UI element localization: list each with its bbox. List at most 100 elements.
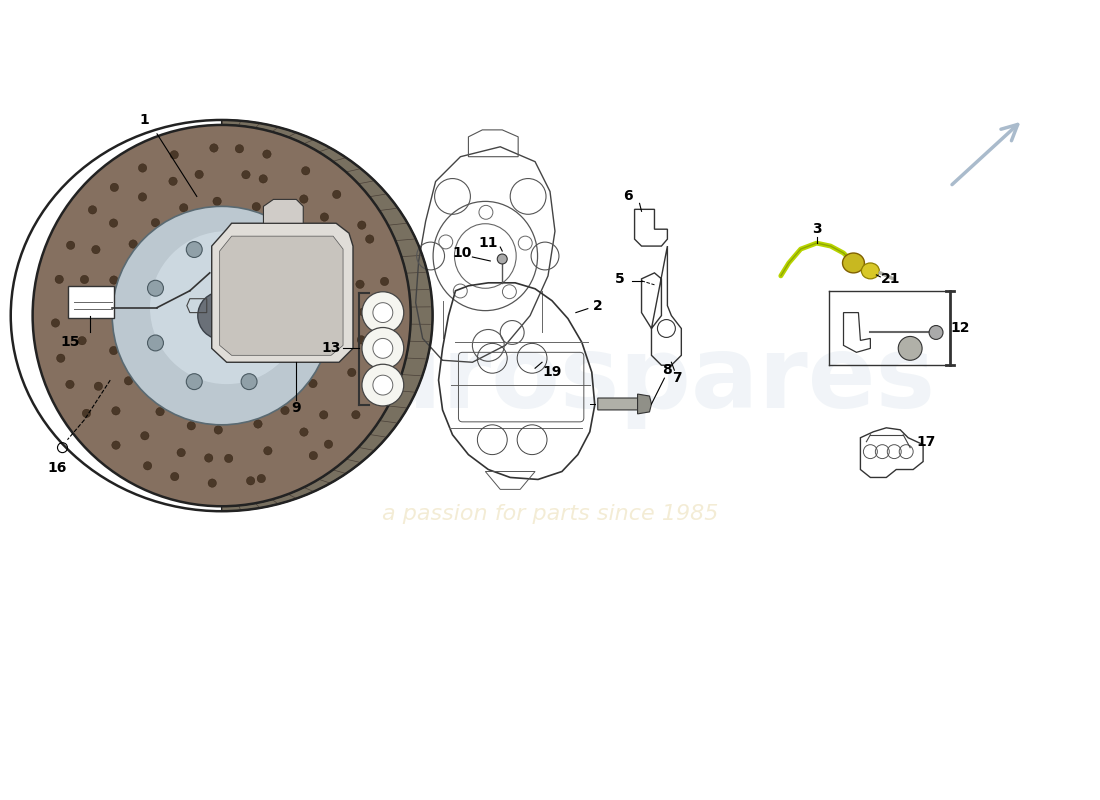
Text: 11: 11 [478, 236, 498, 250]
Text: 8: 8 [662, 363, 672, 378]
Ellipse shape [365, 235, 374, 243]
Ellipse shape [124, 377, 133, 385]
Polygon shape [220, 236, 343, 355]
Ellipse shape [214, 426, 222, 434]
Ellipse shape [141, 431, 150, 440]
Ellipse shape [332, 190, 341, 198]
Ellipse shape [55, 275, 64, 283]
Text: 19: 19 [542, 365, 562, 379]
Ellipse shape [205, 396, 212, 405]
Ellipse shape [843, 253, 865, 273]
Ellipse shape [208, 479, 217, 487]
Ellipse shape [382, 341, 389, 349]
Ellipse shape [218, 369, 226, 377]
Ellipse shape [88, 206, 97, 214]
Ellipse shape [133, 317, 141, 326]
Ellipse shape [176, 272, 185, 281]
Ellipse shape [362, 327, 404, 370]
Ellipse shape [305, 238, 314, 246]
Ellipse shape [140, 345, 147, 354]
Ellipse shape [254, 420, 262, 428]
Polygon shape [222, 120, 432, 511]
Text: 9: 9 [292, 401, 301, 415]
Ellipse shape [129, 240, 138, 248]
Text: 21: 21 [880, 272, 900, 286]
Ellipse shape [861, 263, 879, 279]
Ellipse shape [205, 454, 213, 462]
Text: 1: 1 [140, 113, 148, 127]
Ellipse shape [241, 374, 257, 390]
Ellipse shape [343, 246, 352, 254]
Ellipse shape [255, 354, 263, 363]
Ellipse shape [324, 350, 333, 358]
Ellipse shape [299, 195, 308, 203]
Ellipse shape [280, 406, 289, 414]
Ellipse shape [161, 316, 169, 324]
Ellipse shape [177, 449, 186, 457]
Text: 17: 17 [916, 434, 936, 449]
Polygon shape [264, 199, 304, 223]
Ellipse shape [112, 406, 120, 415]
Ellipse shape [147, 335, 164, 351]
Ellipse shape [930, 326, 943, 339]
Ellipse shape [355, 280, 364, 289]
Ellipse shape [104, 309, 112, 318]
Ellipse shape [319, 410, 328, 419]
Ellipse shape [360, 308, 367, 316]
Ellipse shape [198, 292, 245, 339]
Ellipse shape [66, 241, 75, 250]
Ellipse shape [76, 300, 85, 309]
Ellipse shape [373, 375, 393, 395]
Polygon shape [638, 394, 651, 414]
Ellipse shape [210, 144, 218, 152]
Ellipse shape [258, 174, 267, 183]
Ellipse shape [224, 454, 233, 462]
Ellipse shape [373, 372, 381, 381]
Ellipse shape [151, 218, 160, 227]
Text: 16: 16 [47, 461, 67, 474]
Ellipse shape [246, 477, 255, 485]
Ellipse shape [294, 274, 302, 282]
Ellipse shape [279, 280, 296, 296]
Ellipse shape [95, 382, 102, 390]
Polygon shape [597, 398, 641, 410]
Ellipse shape [358, 221, 366, 230]
Text: 10: 10 [453, 246, 472, 260]
Ellipse shape [56, 354, 65, 362]
Text: 3: 3 [812, 222, 822, 236]
Ellipse shape [52, 318, 59, 327]
Ellipse shape [264, 446, 272, 455]
Ellipse shape [170, 150, 178, 159]
Text: eurospares: eurospares [304, 332, 936, 429]
Ellipse shape [289, 223, 298, 231]
Ellipse shape [143, 462, 152, 470]
Text: 13: 13 [321, 342, 341, 355]
Ellipse shape [78, 337, 86, 345]
Ellipse shape [186, 242, 202, 258]
Ellipse shape [80, 275, 89, 284]
Ellipse shape [358, 336, 365, 344]
Ellipse shape [110, 183, 119, 191]
Ellipse shape [324, 275, 333, 284]
Ellipse shape [179, 203, 188, 212]
Text: 7: 7 [672, 371, 682, 385]
Ellipse shape [299, 428, 308, 436]
Ellipse shape [362, 364, 404, 406]
Ellipse shape [301, 166, 310, 175]
Text: 12: 12 [950, 322, 970, 335]
Ellipse shape [109, 219, 118, 227]
Ellipse shape [373, 338, 393, 358]
Ellipse shape [352, 410, 360, 419]
Ellipse shape [168, 177, 177, 186]
Text: 6: 6 [623, 190, 632, 203]
Ellipse shape [169, 241, 177, 249]
Ellipse shape [139, 164, 146, 172]
Ellipse shape [142, 271, 151, 280]
Ellipse shape [213, 197, 221, 206]
Ellipse shape [187, 422, 196, 430]
Ellipse shape [348, 368, 356, 377]
Ellipse shape [156, 407, 164, 416]
Text: 5: 5 [615, 272, 625, 286]
Polygon shape [211, 223, 353, 362]
Ellipse shape [257, 474, 265, 482]
